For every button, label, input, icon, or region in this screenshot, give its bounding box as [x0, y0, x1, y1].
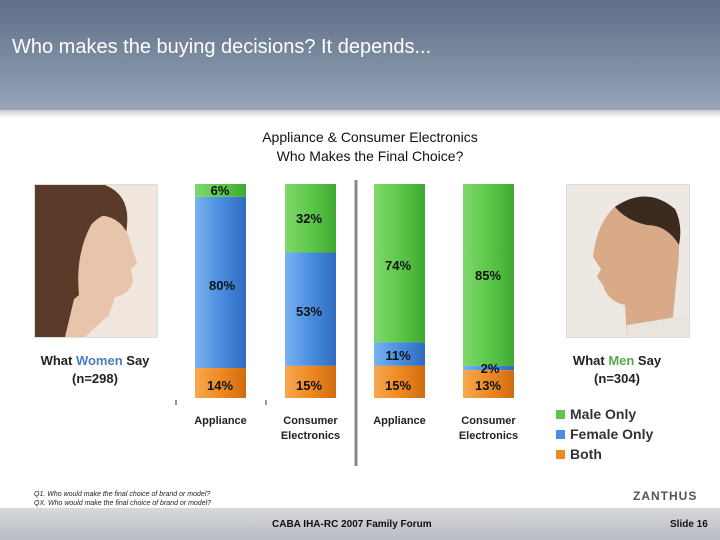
- bar-segment-female-1: [285, 252, 336, 366]
- bar-segment-male-3: [463, 184, 514, 366]
- data-label-female-1: 53%: [296, 304, 322, 319]
- legend-label-female: Female Only: [570, 426, 654, 442]
- zanthus-logo: ZANTHUS: [633, 489, 697, 503]
- category-label-0-line0: Appliance: [194, 415, 247, 427]
- bar-segment-male-2: [374, 184, 425, 343]
- men-say-prefix: What: [572, 353, 609, 368]
- bar-segment-female-3: [463, 365, 514, 371]
- man-profile-image: [567, 185, 689, 337]
- women-sample-size: (n=298): [72, 371, 118, 386]
- legend: Male Only Female Only Both: [556, 404, 653, 464]
- women-say-suffix: Say: [122, 353, 150, 368]
- logo-text: ZANTHUS: [633, 489, 698, 503]
- slide-header: Who makes the buying decisions? It depen…: [0, 0, 720, 110]
- women-say-label: What Women Say (n=298): [20, 352, 170, 388]
- bar-segment-male-1: [285, 184, 336, 253]
- men-highlight: Men: [608, 353, 635, 368]
- woman-photo: [34, 184, 158, 338]
- data-label-male-0: 6%: [211, 183, 230, 198]
- data-label-female-2: 11%: [385, 348, 411, 363]
- bar-segment-female-0: [195, 196, 246, 369]
- legend-swatch-both: [556, 449, 565, 459]
- bar-segment-both-0: [195, 368, 246, 398]
- bar-segment-both-1: [285, 365, 336, 398]
- slide-footer: [0, 508, 720, 540]
- data-label-male-1: 32%: [296, 211, 322, 226]
- slide-title: Who makes the buying decisions? It depen…: [12, 36, 432, 58]
- category-labels: Appliance Consumer Electronics Appliance Con…: [194, 415, 518, 442]
- data-label-male-2: 74%: [385, 258, 411, 273]
- footnote-line2: QX. Who would make the final choice of b…: [34, 500, 212, 507]
- men-sample-size: (n=304): [594, 371, 640, 386]
- man-photo: [566, 184, 690, 338]
- chart-title-line2: Who Makes the Final Choice?: [276, 148, 464, 164]
- data-label-both-0: 14%: [207, 378, 233, 393]
- chart-title-line1: Appliance & Consumer Electronics: [262, 129, 478, 145]
- data-label-female-3: 2%: [481, 361, 500, 376]
- men-say-line: What Men Say: [542, 352, 692, 370]
- category-label-3-line1: Electronics: [459, 430, 518, 442]
- chart-title: Appliance & Consumer Electronics Who Mak…: [190, 128, 550, 166]
- woman-profile-image: [35, 185, 157, 337]
- footer-text: CABA IHA-RC 2007 Family Forum: [272, 519, 432, 530]
- bar-segment-both-2: [374, 365, 425, 398]
- legend-label-male: Male Only: [570, 406, 637, 422]
- bar-segment-female-2: [374, 342, 425, 366]
- bar-segment-male-0: [195, 184, 246, 197]
- legend-item-male: Male Only: [556, 404, 653, 424]
- category-label-1-line1: Electronics: [281, 430, 340, 442]
- data-label-male-3: 85%: [475, 268, 501, 283]
- women-say-prefix: What: [40, 353, 76, 368]
- data-label-both-3: 13%: [475, 378, 501, 393]
- men-say-label: What Men Say (n=304): [542, 352, 692, 388]
- legend-swatch-female: [556, 429, 565, 439]
- legend-swatch-male: [556, 409, 565, 419]
- legend-label-both: Both: [570, 446, 602, 462]
- bar-segment-both-3: [463, 370, 514, 398]
- data-label-both-1: 15%: [296, 378, 322, 393]
- category-label-3-line0: Consumer: [461, 415, 516, 427]
- bars-group: 6% 80% 14% 32% 53% 15% 74% 11% 15% 85% 2% 13%: [195, 183, 514, 398]
- legend-item-both: Both: [556, 444, 653, 464]
- slide-number: Slide 16: [670, 519, 708, 530]
- women-say-line: What Women Say: [20, 352, 170, 370]
- legend-item-female: Female Only: [556, 424, 653, 444]
- category-label-2-line0: Appliance: [373, 415, 426, 427]
- header-shadow: [0, 110, 720, 118]
- men-say-suffix: Say: [634, 353, 662, 368]
- footnote-line1: Q1. Who would make the final choice of b…: [34, 491, 211, 498]
- data-label-both-2: 15%: [385, 378, 411, 393]
- category-label-1-line0: Consumer: [283, 415, 338, 427]
- women-highlight: Women: [75, 353, 123, 368]
- data-label-female-0: 80%: [209, 278, 235, 293]
- footnote: Q1. Who would make the final choice of b…: [34, 490, 211, 508]
